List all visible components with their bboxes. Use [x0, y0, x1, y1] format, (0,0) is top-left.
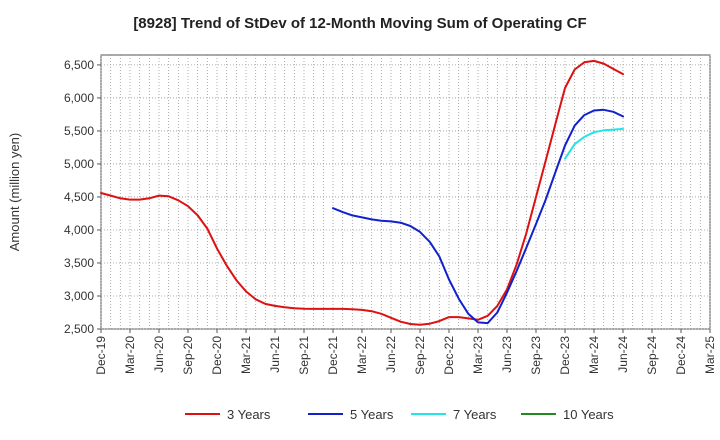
- series-line-7-years: [564, 127, 624, 160]
- x-axis: Dec-19 Mar-20 Jun-20 Sep-20 Dec-20 Mar-21 Jun-…: [94, 329, 717, 375]
- chart-title: [8928] Trend of StDev of 12-Month Moving…: [133, 15, 586, 32]
- x-tick-label: Sep-20: [181, 336, 195, 375]
- legend-label: 3 Years: [227, 407, 271, 422]
- x-tick-label: Sep-22: [413, 336, 427, 375]
- y-tick-label: 4,500: [64, 190, 94, 204]
- series-lines: [100, 59, 624, 326]
- y-axis: 2,500 3,000 3,500 4,000 4,500 5,000 5,500 6,000…: [64, 58, 101, 336]
- series-line-5-years: [332, 108, 624, 325]
- x-tick-label: Mar-22: [355, 336, 369, 374]
- y-tick-label: 6,500: [64, 58, 94, 72]
- x-tick-label: Dec-19: [94, 336, 108, 375]
- y-tick-label: 2,500: [64, 322, 94, 336]
- x-tick-label: Sep-23: [529, 336, 543, 375]
- y-tick-label: 6,000: [64, 91, 94, 105]
- x-tick-label: Dec-21: [326, 336, 340, 375]
- series-line-3-years: [100, 59, 624, 326]
- y-tick-label: 3,000: [64, 289, 94, 303]
- legend-label: 10 Years: [563, 407, 614, 422]
- x-tick-label: Jun-20: [152, 336, 166, 373]
- x-tick-label: Mar-25: [703, 336, 717, 374]
- x-tick-label: Mar-23: [471, 336, 485, 374]
- y-tick-label: 5,500: [64, 124, 94, 138]
- x-tick-label: Dec-20: [210, 336, 224, 375]
- x-tick-label: Dec-22: [442, 336, 456, 375]
- y-tick-label: 4,000: [64, 223, 94, 237]
- plot-area: [100, 54, 711, 330]
- legend-label: 7 Years: [453, 407, 497, 422]
- x-tick-label: Jun-24: [616, 336, 630, 373]
- x-tick-label: Sep-24: [645, 336, 659, 375]
- x-tick-label: Mar-21: [239, 336, 253, 374]
- x-tick-label: Mar-24: [587, 336, 601, 374]
- x-tick-label: Sep-21: [297, 336, 311, 375]
- x-tick-label: Dec-24: [674, 336, 688, 375]
- y-axis-label: Amount (million yen): [7, 133, 22, 252]
- legend-label: 5 Years: [350, 407, 394, 422]
- grid: [100, 55, 711, 330]
- y-tick-label: 3,500: [64, 256, 94, 270]
- x-tick-label: Jun-22: [384, 336, 398, 373]
- x-tick-label: Mar-20: [123, 336, 137, 374]
- legend: 3 Years 5 Years 7 Years 10 Years: [185, 407, 614, 422]
- x-tick-label: Jun-23: [500, 336, 514, 373]
- x-tick-label: Dec-23: [558, 336, 572, 375]
- y-tick-label: 5,000: [64, 157, 94, 171]
- x-tick-label: Jun-21: [268, 336, 282, 373]
